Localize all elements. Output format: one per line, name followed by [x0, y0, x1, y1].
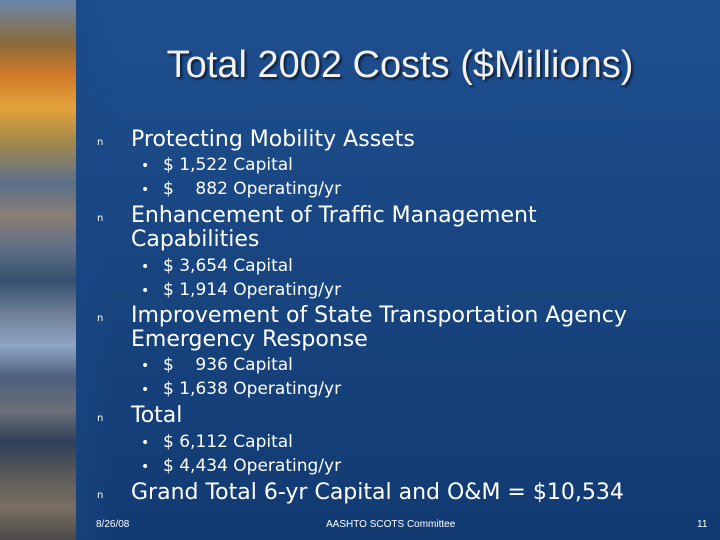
footer-date: 8/26/08: [96, 519, 130, 530]
item-heading: Total: [131, 403, 183, 428]
sub-item: • $ 4,434 Operating/yr: [141, 454, 341, 479]
bullet-marker: n: [97, 313, 104, 324]
item-heading: Grand Total 6-yr Capital and O&M = $10,5…: [131, 480, 624, 505]
item-heading: Improvement of State Transportation Agen…: [131, 303, 627, 352]
bullet-marker: n: [97, 213, 104, 224]
sub-bullet: •: [141, 382, 150, 398]
sub-bullet: •: [141, 358, 150, 374]
slide-number: 11: [697, 519, 708, 530]
sub-item: • $ 1,914 Operating/yr: [141, 278, 341, 303]
sub-item: • $ 1,638 Operating/yr: [141, 377, 341, 402]
sub-bullet: •: [141, 459, 150, 475]
sub-bullet: •: [141, 158, 150, 174]
footer-title: AASHTO SCOTS Committee: [326, 519, 456, 530]
sub-item: • $ 882 Operating/yr: [141, 177, 341, 202]
sub-item-text: $ 936 Capital: [163, 355, 293, 375]
item-heading: Protecting Mobility Assets: [131, 127, 415, 152]
sub-item-text: $ 1,522 Capital: [163, 155, 293, 175]
sub-item: • $ 3,654 Capital: [141, 254, 293, 279]
sub-item-text: $ 1,638 Operating/yr: [163, 379, 342, 399]
bullet-marker: n: [97, 137, 104, 148]
sub-item-text: $ 3,654 Capital: [163, 256, 293, 276]
sub-bullet: •: [141, 435, 150, 451]
sub-bullet: •: [141, 283, 150, 299]
sub-item: • $ 1,522 Capital: [141, 153, 293, 178]
slide-title: Total 2002 Costs ($Millions): [166, 44, 634, 86]
sub-item-text: $ 6,112 Capital: [163, 432, 293, 452]
photo-collage-strip: [0, 0, 116, 540]
sub-item-text: $ 882 Operating/yr: [163, 179, 342, 199]
item-heading: Enhancement of Traffic Management Capabi…: [131, 203, 537, 252]
sub-bullet: •: [141, 259, 150, 275]
bullet-marker: n: [97, 413, 104, 424]
sub-item-text: $ 4,434 Operating/yr: [163, 456, 342, 476]
bullet-marker: n: [97, 490, 104, 501]
sub-item-text: $ 1,914 Operating/yr: [163, 280, 342, 300]
sub-bullet: •: [141, 182, 150, 198]
sub-item: • $ 6,112 Capital: [141, 430, 293, 455]
sub-item: • $ 936 Capital: [141, 353, 293, 378]
